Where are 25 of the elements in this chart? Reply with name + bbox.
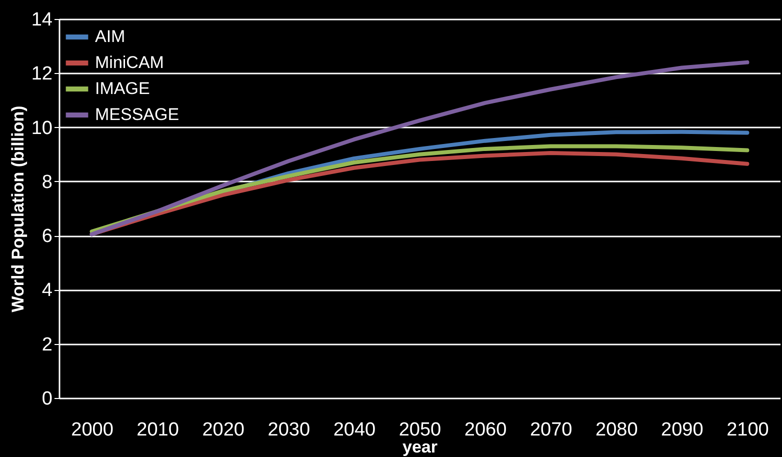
x-tick-label: 2020	[202, 420, 245, 440]
x-tick-label: 2060	[464, 420, 507, 440]
x-tick-label: 2090	[661, 420, 704, 440]
x-tick-label: 2040	[333, 420, 376, 440]
y-tick-label: 14	[31, 10, 53, 30]
x-tick-label: 2030	[268, 420, 310, 440]
x-tick-label: 2100	[726, 420, 769, 440]
x-tick-label: 2080	[595, 420, 638, 440]
x-tick-label: 2000	[71, 420, 114, 440]
y-tick-label: 2	[42, 334, 52, 356]
y-tick-label: 4	[42, 280, 53, 302]
y-tick-label: 6	[42, 226, 52, 248]
legend-label: MiniCAM	[95, 53, 164, 72]
y-tick-label: 8	[42, 172, 52, 193]
y-tick-label: 12	[31, 64, 52, 85]
legend-label: IMAGE	[95, 79, 150, 98]
x-tick-label: 2050	[398, 420, 442, 440]
y-tick-label: 0	[42, 388, 52, 410]
x-tick-label: 2070	[530, 420, 572, 440]
x-tick-label: 2010	[136, 420, 179, 440]
y-tick-label: 10	[31, 118, 52, 139]
legend-label: MESSAGE	[95, 105, 180, 124]
legend-label: AIM	[95, 27, 126, 46]
y-axis-title: World Population (billion)	[8, 106, 28, 312]
x-axis-title: year	[402, 438, 438, 456]
